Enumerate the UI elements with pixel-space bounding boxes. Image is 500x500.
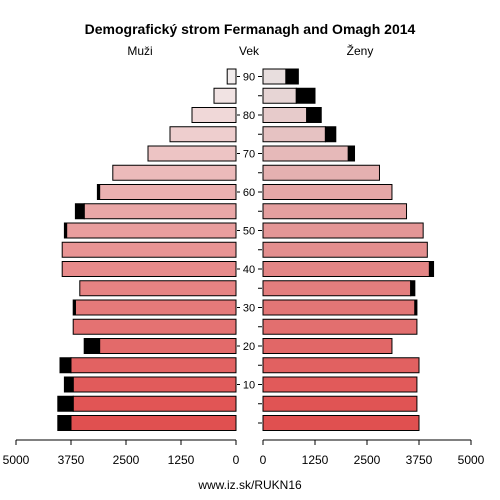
- male-bar-85-89: [213, 87, 237, 104]
- male-bar-65-69: [112, 164, 237, 181]
- value-tick-label: 0: [260, 453, 267, 467]
- age-tick-label: 30: [243, 303, 255, 315]
- female-surplus-40-44: [428, 261, 435, 277]
- male-bar-50-54: [66, 222, 237, 239]
- male-bar-20-24: [99, 338, 237, 354]
- female-bar-80-84: [262, 107, 308, 123]
- male-bar-45-49: [61, 241, 237, 258]
- female-bar-85-89: [262, 87, 297, 104]
- male-bar-10-14: [72, 376, 237, 393]
- male-bar-90+: [226, 68, 237, 85]
- female-bar-45-49: [262, 241, 428, 258]
- value-tick-label: 1250: [302, 453, 329, 467]
- male-surplus-20-24: [83, 338, 101, 354]
- age-axis: 10 20 30 40 50 60 70 80 90: [237, 72, 262, 424]
- female-bar-75-79: [262, 126, 326, 143]
- male-surplus-55-59: [74, 203, 85, 220]
- female-surplus-75-79: [324, 126, 337, 143]
- male-bar-40-44: [61, 261, 237, 277]
- female-bar-65-69: [262, 164, 380, 181]
- female-bar-40-44: [262, 261, 430, 277]
- value-tick-label: 3750: [406, 453, 433, 467]
- age-tick-label: 10: [243, 380, 255, 392]
- female-surplus-90+: [285, 68, 299, 85]
- male-surplus-60-64: [96, 184, 101, 200]
- male-bar-55-59: [83, 203, 237, 220]
- age-tick-label: 90: [243, 72, 255, 84]
- female-surplus-80-84: [306, 107, 322, 123]
- female-bar-30-34: [262, 299, 416, 316]
- source-footer: www.iz.sk/RUKN16: [197, 478, 302, 492]
- female-bar-15-19: [262, 357, 420, 374]
- female-bar-70-74: [262, 145, 349, 162]
- male-bar-5-9: [72, 395, 237, 412]
- male-bar-75-79: [169, 126, 237, 143]
- age-tick-label: 70: [243, 149, 255, 161]
- age-tick-label: 60: [243, 187, 255, 199]
- female-surplus-85-89: [295, 87, 316, 104]
- male-bar-0-4: [70, 415, 237, 431]
- female-bar-5-9: [262, 395, 418, 412]
- age-label: Vek: [239, 44, 260, 58]
- male-bar-25-29: [72, 318, 237, 335]
- female-bars: [262, 68, 435, 431]
- chart-title: Demografický strom Fermanagh and Omagh 2…: [85, 21, 416, 37]
- female-label: Ženy: [347, 43, 374, 58]
- female-bar-90+: [262, 68, 287, 85]
- male-bars: [57, 68, 237, 431]
- male-surplus-0-4: [57, 415, 72, 431]
- male-surplus-30-34: [72, 299, 76, 316]
- female-bar-0-4: [262, 415, 420, 431]
- female-bar-35-39: [262, 280, 412, 297]
- value-axis: 5000 3750 2500 1250 0 1250 2500 3750 5000 0: [3, 439, 485, 467]
- male-surplus-50-54: [63, 222, 68, 239]
- male-bar-80-84: [191, 107, 237, 123]
- value-tick-label: 0: [233, 453, 240, 467]
- age-tick-label: 50: [243, 226, 255, 238]
- value-tick-label: 5000: [458, 453, 485, 467]
- male-surplus-10-14: [63, 376, 74, 393]
- value-tick-label: 1250: [168, 453, 195, 467]
- female-surplus-70-74: [347, 145, 356, 162]
- female-bar-60-64: [262, 184, 393, 200]
- female-bar-25-29: [262, 318, 418, 335]
- female-bar-10-14: [262, 376, 418, 393]
- age-tick-label: 20: [243, 341, 255, 353]
- male-bar-35-39: [79, 280, 237, 297]
- female-surplus-35-39: [410, 280, 416, 297]
- female-bar-20-24: [262, 338, 393, 354]
- age-tick-label: 80: [243, 110, 255, 122]
- male-bar-15-19: [70, 357, 237, 374]
- male-surplus-5-9: [57, 395, 74, 412]
- value-tick-label: 5000: [3, 453, 30, 467]
- female-bar-55-59: [262, 203, 408, 220]
- female-surplus-30-34: [414, 299, 418, 316]
- value-tick-label: 2500: [354, 453, 381, 467]
- male-surplus-15-19: [59, 357, 72, 374]
- male-bar-30-34: [74, 299, 237, 316]
- value-tick-label: 2500: [113, 453, 140, 467]
- age-tick-label: 40: [243, 264, 255, 276]
- male-label: Muži: [127, 44, 152, 58]
- male-bar-60-64: [99, 184, 237, 200]
- male-bar-70-74: [147, 145, 237, 162]
- value-tick-label: 3750: [58, 453, 85, 467]
- female-bar-50-54: [262, 222, 424, 239]
